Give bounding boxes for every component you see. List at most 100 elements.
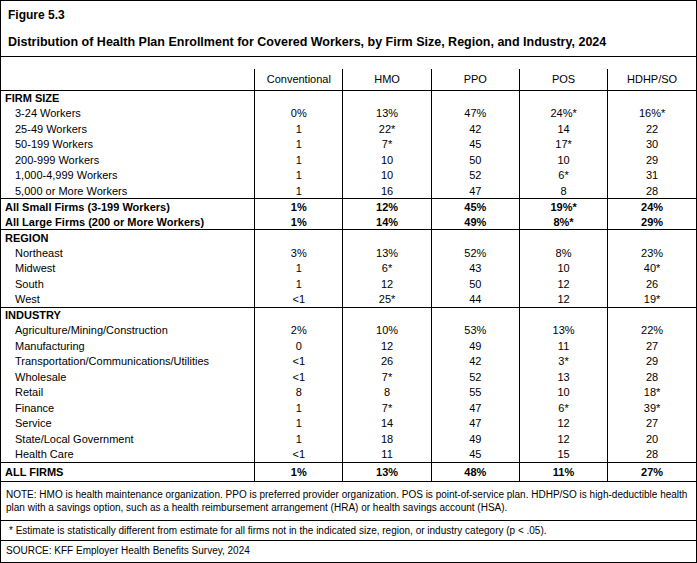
cell-value: 29 — [608, 354, 696, 370]
cell-value: 1 — [255, 183, 343, 199]
cell-value — [255, 230, 343, 246]
cell-value: 44 — [431, 292, 519, 308]
cell-value: 47 — [431, 416, 519, 432]
cell-value: 22* — [343, 121, 431, 137]
cell-value: 16 — [343, 183, 431, 199]
row-label: West — [1, 292, 255, 308]
cell-value: 12 — [519, 431, 607, 447]
cell-value: 45 — [431, 137, 519, 153]
cell-value — [343, 307, 431, 323]
cell-value: 7* — [343, 400, 431, 416]
total-row: All Small Firms (3-199 Workers)1%12%45%1… — [1, 199, 696, 215]
cell-value: 8% — [519, 245, 607, 261]
cell-value: 52% — [431, 245, 519, 261]
cell-value: <1 — [255, 354, 343, 370]
cell-value — [431, 230, 519, 246]
cell-value: 12 — [343, 276, 431, 292]
cell-value: 10 — [519, 385, 607, 401]
cell-value: 30 — [608, 137, 696, 153]
row-label: 5,000 or More Workers — [1, 183, 255, 199]
column-header-hdhp-so: HDHP/SO — [608, 69, 696, 90]
cell-value: 10 — [519, 261, 607, 277]
table-header-row: ConventionalHMOPPOPOSHDHP/SO — [1, 69, 696, 90]
cell-value: 25* — [343, 292, 431, 308]
cell-value: 50 — [431, 276, 519, 292]
row-label: Service — [1, 416, 255, 432]
cell-value: 15 — [519, 447, 607, 463]
cell-value: 12 — [343, 338, 431, 354]
cell-value: 11 — [519, 338, 607, 354]
figure-container: Figure 5.3 Distribution of Health Plan E… — [0, 0, 697, 563]
cell-value: 19* — [608, 292, 696, 308]
data-row: South112501226 — [1, 276, 696, 292]
row-label: 200-999 Workers — [1, 152, 255, 168]
cell-value: 13% — [343, 462, 431, 481]
figure-title: Distribution of Health Plan Enrollment f… — [8, 35, 688, 49]
cell-value: 47% — [431, 106, 519, 122]
cell-value: 1 — [255, 400, 343, 416]
cell-value: 3* — [519, 354, 607, 370]
row-label: REGION — [1, 230, 255, 246]
cell-value: 24%* — [519, 106, 607, 122]
cell-value: 53% — [431, 323, 519, 339]
cell-value: 6* — [519, 168, 607, 184]
cell-value: 18 — [343, 431, 431, 447]
cell-value: 8 — [343, 385, 431, 401]
row-label: Transportation/Communications/Utilities — [1, 354, 255, 370]
cell-value: 14% — [343, 214, 431, 230]
cell-value — [519, 90, 607, 106]
enrollment-table: ConventionalHMOPPOPOSHDHP/SO FIRM SIZE3-… — [1, 69, 696, 482]
cell-value — [608, 307, 696, 323]
cell-value: 47 — [431, 183, 519, 199]
cell-value: 8 — [255, 385, 343, 401]
cell-value: 1% — [255, 462, 343, 481]
section-row: FIRM SIZE — [1, 90, 696, 106]
cell-value: 49 — [431, 338, 519, 354]
data-row: Agriculture/Mining/Construction2%10%53%1… — [1, 323, 696, 339]
cell-value: 7* — [343, 369, 431, 385]
cell-value: 1 — [255, 121, 343, 137]
note-text: NOTE: HMO is health maintenance organiza… — [1, 482, 696, 521]
column-header-ppo: PPO — [431, 69, 519, 90]
cell-value: 55 — [431, 385, 519, 401]
row-label: 25-49 Workers — [1, 121, 255, 137]
cell-value: 39* — [608, 400, 696, 416]
data-row: State/Local Government118491220 — [1, 431, 696, 447]
data-row: 3-24 Workers0%13%47%24%*16%* — [1, 106, 696, 122]
data-row: 25-49 Workers122*421422 — [1, 121, 696, 137]
data-row: 5,000 or More Workers11647828 — [1, 183, 696, 199]
row-label: ALL FIRMS — [1, 462, 255, 481]
cell-value: 18* — [608, 385, 696, 401]
row-label: All Small Firms (3-199 Workers) — [1, 199, 255, 215]
column-header-conventional: Conventional — [255, 69, 343, 90]
cell-value — [255, 90, 343, 106]
cell-value: 7* — [343, 137, 431, 153]
cell-value — [255, 307, 343, 323]
data-row: Northeast3%13%52%8%23% — [1, 245, 696, 261]
cell-value: 49 — [431, 431, 519, 447]
cell-value — [431, 90, 519, 106]
cell-value: 28 — [608, 447, 696, 463]
cell-value: 6* — [343, 261, 431, 277]
cell-value: 13 — [519, 369, 607, 385]
cell-value: 1% — [255, 199, 343, 215]
row-label: State/Local Government — [1, 431, 255, 447]
row-label: South — [1, 276, 255, 292]
total-row: ALL FIRMS1%13%48%11%27% — [1, 462, 696, 481]
cell-value — [519, 307, 607, 323]
cell-value: 11% — [519, 462, 607, 481]
cell-value — [608, 230, 696, 246]
row-label-column-header — [1, 69, 255, 90]
cell-value: 48% — [431, 462, 519, 481]
cell-value: 42 — [431, 354, 519, 370]
cell-value — [431, 307, 519, 323]
cell-value: 27 — [608, 416, 696, 432]
section-row: REGION — [1, 230, 696, 246]
cell-value: 2% — [255, 323, 343, 339]
row-label: 3-24 Workers — [1, 106, 255, 122]
source-text: SOURCE: KFF Employer Health Benefits Sur… — [1, 540, 696, 562]
cell-value: 13% — [343, 245, 431, 261]
data-row: Service114471227 — [1, 416, 696, 432]
cell-value: 26 — [608, 276, 696, 292]
cell-value: 22% — [608, 323, 696, 339]
